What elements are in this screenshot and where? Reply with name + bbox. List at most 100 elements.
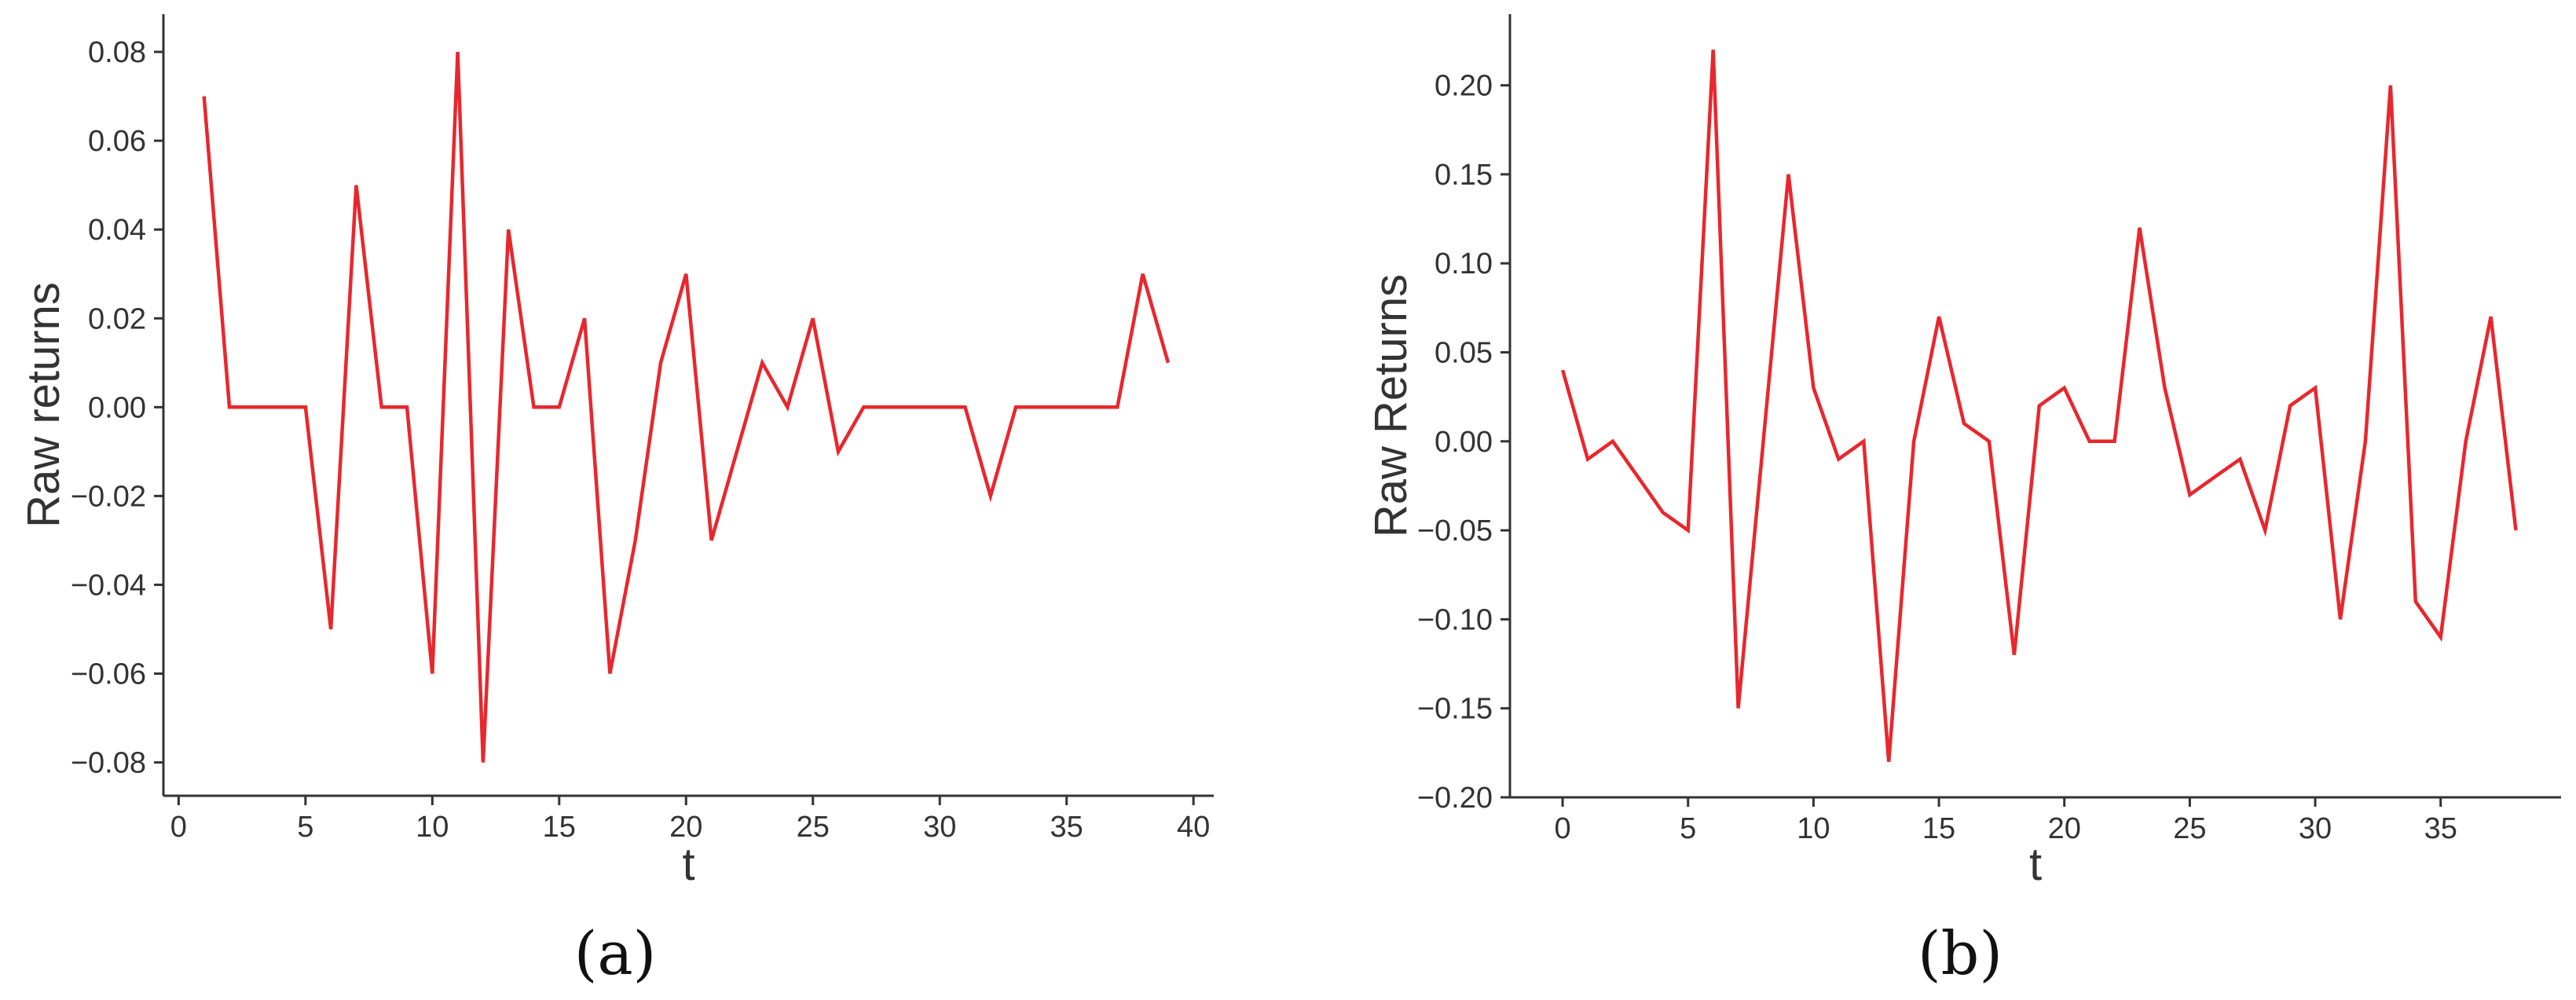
y-tick-label: 0.02 <box>88 302 146 335</box>
data-point <box>1116 405 1119 408</box>
chart-panel-b: −0.20 −0.15 −0.10 −0.05 0.00 0.05 0.10 0.15 0.20… <box>1365 14 2561 988</box>
data-point <box>1712 48 1715 51</box>
data-point <box>1988 440 1991 443</box>
data-point <box>913 405 916 408</box>
x-tick-label: 15 <box>543 811 576 844</box>
data-point <box>1039 405 1042 408</box>
data-point <box>228 405 231 408</box>
data-point <box>1065 405 1068 408</box>
series-line <box>202 52 1171 763</box>
y-tick-label: −0.20 <box>1417 782 1493 815</box>
data-point <box>2188 493 2191 496</box>
panel-caption: (a) <box>574 918 657 988</box>
data-point <box>533 405 536 408</box>
data-point <box>2515 529 2518 532</box>
data-point <box>1687 529 1690 532</box>
data-point <box>1887 760 1890 764</box>
x-tick-label: 40 <box>1177 811 1210 844</box>
y-tick-label: −0.08 <box>71 747 146 780</box>
x-tick-label: 0 <box>1554 812 1570 845</box>
x-tick-label: 10 <box>1797 812 1830 845</box>
data-point <box>2163 386 2166 390</box>
data-point <box>405 405 409 408</box>
data-point <box>2314 386 2317 390</box>
chart-panel-a: −0.08 −0.06 −0.04 −0.02 0.00 0.02 0.04 0.06 0.08… <box>18 14 1214 988</box>
data-point <box>1141 273 1145 276</box>
data-point <box>1786 173 1790 176</box>
data-point <box>2414 600 2417 603</box>
data-point <box>304 405 307 408</box>
y-axis-title: Raw Returns <box>1365 274 1416 537</box>
data-point <box>1662 511 1665 514</box>
data-point <box>2038 405 2041 408</box>
x-axis-title: t <box>2029 839 2042 890</box>
y-tick-label: 0.15 <box>1435 159 1493 192</box>
y-axis-title: Raw returns <box>18 282 69 528</box>
data-point <box>862 405 865 408</box>
data-point <box>1014 405 1017 408</box>
data-point <box>1611 440 1614 443</box>
data-point <box>2288 405 2292 408</box>
data-point <box>1912 440 1915 443</box>
x-tick-label: 20 <box>669 811 702 844</box>
x-tick-label: 35 <box>1050 811 1083 844</box>
data-point <box>989 494 992 497</box>
data-point <box>431 672 434 676</box>
x-tick-label: 30 <box>2299 812 2332 845</box>
data-point <box>1937 315 1940 318</box>
data-point <box>456 50 460 53</box>
data-point <box>279 405 282 408</box>
data-point <box>2213 475 2216 478</box>
panel-caption: (b) <box>1918 918 2003 988</box>
data-point <box>2263 529 2266 532</box>
data-point <box>2439 636 2442 639</box>
data-point <box>482 761 485 764</box>
x-tick-label: 30 <box>923 811 956 844</box>
data-point <box>634 539 637 542</box>
x-tick-label: 5 <box>1680 812 1696 845</box>
data-point <box>2138 226 2142 229</box>
data-point <box>2238 457 2241 460</box>
data-point <box>2063 386 2066 390</box>
x-tick-label: 10 <box>416 811 449 844</box>
data-point <box>2339 617 2342 621</box>
data-point <box>253 405 256 408</box>
y-tick-label: −0.15 <box>1417 693 1493 726</box>
data-point <box>2113 440 2116 443</box>
x-tick-label: 35 <box>2424 812 2457 845</box>
data-point <box>2364 440 2367 443</box>
data-point <box>786 405 789 408</box>
x-tick-label: 25 <box>2173 812 2206 845</box>
data-point <box>1812 386 1815 390</box>
data-point <box>812 317 815 320</box>
data-point <box>659 361 662 364</box>
x-tick-label: 20 <box>2048 812 2081 845</box>
data-point <box>608 672 611 676</box>
data-point <box>1167 361 1170 364</box>
data-point <box>1862 440 1865 443</box>
data-point <box>1737 707 1740 710</box>
y-tick-label: 0.20 <box>1435 70 1493 103</box>
data-point <box>1837 457 1840 460</box>
data-point <box>2490 315 2493 318</box>
data-point <box>1561 368 1564 372</box>
y-tick-label: 0.00 <box>1435 426 1493 459</box>
data-point <box>558 405 561 408</box>
x-tick-label: 0 <box>170 811 187 844</box>
y-tick-label: 0.00 <box>88 391 146 424</box>
data-point <box>507 228 510 231</box>
x-tick-label: 15 <box>1922 812 1955 845</box>
data-point <box>1762 440 1765 443</box>
x-tick-label: 25 <box>797 811 830 844</box>
x-axis-title: t <box>682 839 694 890</box>
data-point <box>760 361 764 364</box>
data-point <box>203 95 206 98</box>
data-point <box>710 539 713 542</box>
data-point <box>2013 654 2016 657</box>
data-point <box>354 184 357 187</box>
data-point <box>1962 422 1966 425</box>
y-tick-label: 0.10 <box>1435 247 1493 280</box>
y-tick-label: 0.04 <box>88 214 146 247</box>
data-point <box>1636 475 1640 478</box>
